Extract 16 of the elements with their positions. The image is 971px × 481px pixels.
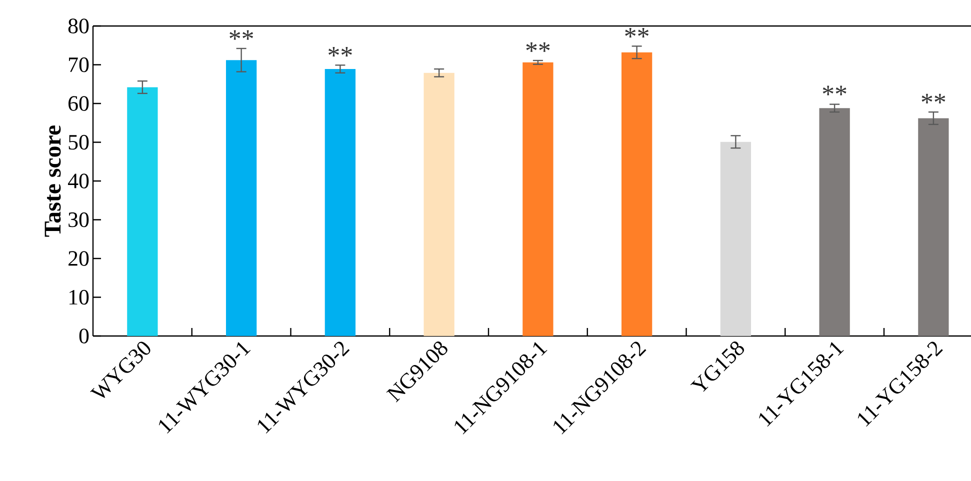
y-tick-label: 50 [68,134,89,150]
annotation: ** [822,86,846,96]
annotation: ** [230,30,254,40]
y-axis-title: Taste score [44,125,61,237]
y-tick-label: 30 [68,212,89,228]
y-tick-label: 10 [69,290,89,305]
annotation: ** [922,94,946,104]
annotation: ** [625,28,649,38]
annotation: ** [328,46,352,56]
y-tick-label: 80 [68,18,89,34]
annotation: ** [526,42,550,52]
y-tick-label: 20 [68,251,89,266]
y-tick-label: 60 [68,96,89,111]
y-tick-label: 40 [68,174,89,188]
y-tick-label: 70 [69,57,89,72]
y-tick-label: 0 [79,328,89,344]
